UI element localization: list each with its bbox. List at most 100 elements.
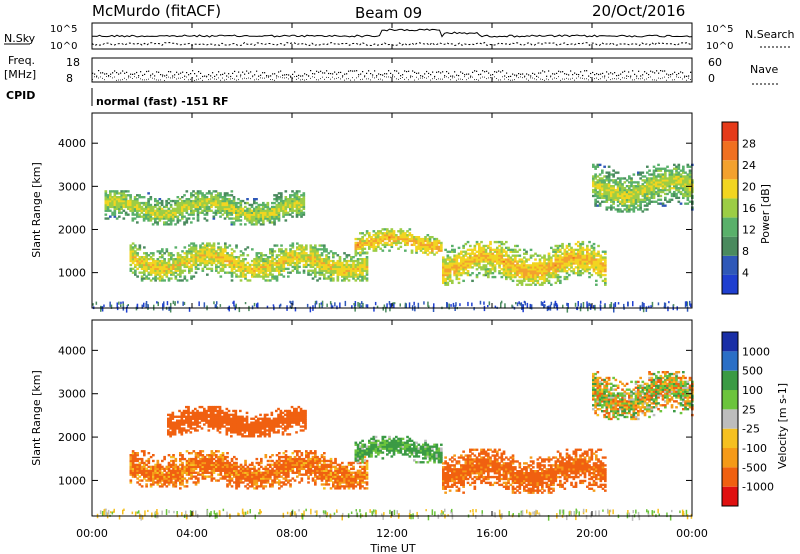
freq-dot <box>124 72 126 74</box>
power-cell <box>448 258 452 261</box>
velocity-cell <box>138 467 142 471</box>
power-cell <box>381 239 385 243</box>
power-cell <box>592 175 595 178</box>
nave-dot <box>526 78 527 80</box>
power-cell <box>156 207 159 211</box>
power-cell <box>233 300 235 307</box>
power-cell <box>201 248 205 251</box>
nave-dot <box>416 76 417 78</box>
power-cell <box>212 246 216 249</box>
power-cell <box>135 306 138 311</box>
power-cell <box>466 272 470 275</box>
power-cell <box>109 215 112 218</box>
power-cell <box>145 258 148 261</box>
power-cell <box>614 198 618 201</box>
power-cell <box>228 201 231 205</box>
power-cell <box>343 258 346 261</box>
power-cell <box>577 250 580 253</box>
power-cell <box>426 253 430 256</box>
velocity-cell <box>136 473 139 476</box>
power-cell <box>605 200 609 203</box>
freq-dot <box>668 74 670 76</box>
power-cell <box>282 269 286 272</box>
power-cell <box>516 254 519 257</box>
power-cell <box>422 243 425 247</box>
power-cell <box>203 248 207 251</box>
power-cell <box>603 175 606 178</box>
power-cell <box>511 270 515 273</box>
power-cell <box>392 230 396 233</box>
power-cell <box>482 252 486 255</box>
power-cell <box>664 169 667 172</box>
velocity-cell <box>143 469 146 472</box>
power-cell <box>237 209 240 212</box>
power-cell <box>646 198 649 201</box>
power-cell <box>300 250 304 253</box>
power-cell <box>359 239 362 243</box>
power-cell <box>194 209 198 212</box>
power-cell <box>140 207 144 211</box>
power-cell <box>214 190 218 193</box>
nave-dot <box>212 77 213 79</box>
power-cell <box>604 283 607 286</box>
power-cell <box>422 251 425 254</box>
power-cell <box>142 201 146 205</box>
power-cell <box>532 279 535 283</box>
nave-dot <box>516 76 517 78</box>
power-cell <box>422 239 425 243</box>
power-cell <box>685 301 688 307</box>
velocity-cell <box>145 463 148 467</box>
power-cell <box>623 303 625 308</box>
nave-dot <box>506 77 507 78</box>
power-cell <box>136 211 139 214</box>
power-cell <box>185 219 189 222</box>
power-cell <box>298 259 301 263</box>
power-cell <box>607 196 611 200</box>
power-cell <box>115 201 119 205</box>
power-cell <box>661 175 665 178</box>
power-cell <box>138 207 141 211</box>
power-cell <box>451 268 454 271</box>
power-cell <box>523 275 526 279</box>
power-cell <box>327 267 331 271</box>
power-cell <box>230 203 234 207</box>
power-cell <box>145 211 148 214</box>
power-cell <box>122 201 126 205</box>
power-cell <box>652 165 656 168</box>
power-cell <box>552 250 555 253</box>
power-cell <box>487 244 490 248</box>
power-cell <box>574 252 578 255</box>
power-cell <box>194 250 198 253</box>
nave-dot <box>402 77 403 78</box>
power-cell <box>165 203 168 207</box>
power-cell <box>239 279 243 282</box>
power-cell <box>581 260 585 263</box>
nave-dot <box>330 78 331 80</box>
power-cell <box>604 252 607 255</box>
power-cell <box>655 181 658 184</box>
power-cell <box>599 254 603 257</box>
power-cell <box>568 268 571 271</box>
power-cell <box>113 205 117 209</box>
power-cell <box>244 217 247 220</box>
power-cell <box>115 196 119 199</box>
power-cell <box>588 248 591 252</box>
power-cell <box>232 207 236 211</box>
power-cell <box>632 206 636 209</box>
power-cell <box>493 266 497 269</box>
power-cell <box>255 252 259 255</box>
power-cell <box>623 192 627 196</box>
power-cell <box>453 258 456 261</box>
power-cell <box>487 256 490 259</box>
power-cell <box>657 175 660 178</box>
power-cell <box>192 242 196 245</box>
power-cell <box>314 269 317 272</box>
power-cell <box>115 217 119 220</box>
power-cell <box>610 190 613 194</box>
power-cell <box>161 269 164 272</box>
power-cell <box>538 277 542 281</box>
power-cell <box>581 264 585 267</box>
nave-dot <box>650 76 651 78</box>
power-cell <box>623 188 627 192</box>
power-cell <box>673 192 676 196</box>
